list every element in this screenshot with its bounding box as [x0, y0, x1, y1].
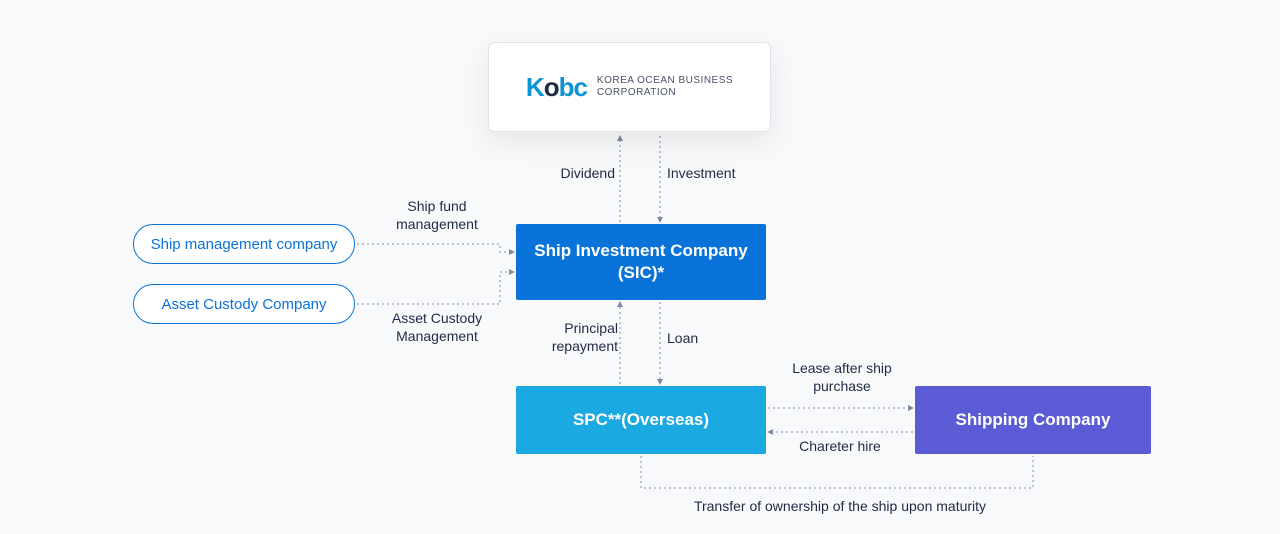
node-sic: Ship Investment Company (SIC)*: [516, 224, 766, 300]
kobc-text-line2: CORPORATION: [597, 87, 676, 98]
kobc-logo-text: KOREA OCEAN BUSINESS CORPORATION: [597, 75, 733, 100]
edge-label-ship-fund: Ship fund management: [382, 198, 492, 233]
node-kobc: Kobc KOREA OCEAN BUSINESS CORPORATION: [488, 42, 771, 132]
edge-label-asset-custody-mgmt: Asset Custody Management: [382, 310, 492, 345]
shipping-label: Shipping Company: [956, 410, 1111, 430]
kobc-text-line1: KOREA OCEAN BUSINESS: [597, 75, 733, 86]
kobc-logo-mark: Kobc: [526, 72, 587, 103]
sic-label-line2: (SIC)*: [618, 263, 664, 282]
edge-label-principal: Principal repayment: [538, 320, 618, 355]
node-asset-custody: Asset Custody Company: [133, 284, 355, 324]
edge-label-transfer: Transfer of ownership of the ship upon m…: [640, 498, 1040, 516]
edge-label-loan: Loan: [667, 330, 717, 348]
edge-label-dividend: Dividend: [545, 165, 615, 183]
kobc-logo: Kobc KOREA OCEAN BUSINESS CORPORATION: [526, 72, 733, 103]
node-spc: SPC**(Overseas): [516, 386, 766, 454]
asset-custody-label: Asset Custody Company: [161, 296, 326, 313]
spc-label: SPC**(Overseas): [573, 410, 709, 430]
ship-management-label: Ship management company: [151, 236, 338, 253]
sic-label-line1: Ship Investment Company: [534, 241, 747, 260]
node-ship-management: Ship management company: [133, 224, 355, 264]
node-shipping: Shipping Company: [915, 386, 1151, 454]
edge-label-lease: Lease after ship purchase: [782, 360, 902, 395]
edge-label-charter: Chareter hire: [790, 438, 890, 456]
edge-label-investment: Investment: [667, 165, 757, 183]
